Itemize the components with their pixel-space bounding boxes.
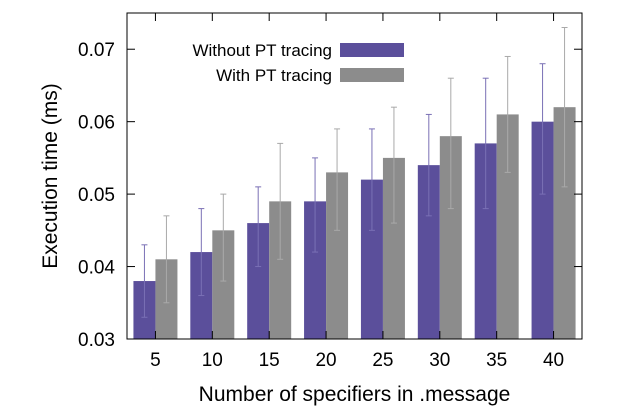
- bar-with-pt-30: [439, 136, 462, 339]
- x-axis-label: Number of specifiers in .message: [199, 383, 511, 406]
- x-tick-label: 5: [150, 350, 161, 371]
- x-tick-label: 35: [486, 350, 507, 371]
- x-tick-label: 40: [543, 350, 564, 371]
- plot-frame: [126, 12, 583, 340]
- bar-without-pt-15: [247, 223, 270, 339]
- bar-with-pt-35: [496, 114, 519, 339]
- y-tick-label: 0.07: [78, 40, 115, 61]
- legend-swatch-with-pt: [340, 68, 404, 82]
- legend-label-without-pt: Without PT tracing: [192, 41, 332, 60]
- bar-with-pt-15: [269, 201, 292, 339]
- x-tick-label: 25: [372, 350, 393, 371]
- y-tick-label: 0.06: [78, 113, 115, 134]
- bar-with-pt-40: [553, 107, 576, 339]
- y-tick-label: 0.04: [78, 258, 115, 279]
- y-tick-label: 0.05: [78, 185, 115, 206]
- legend: Without PT tracing With PT tracing: [192, 41, 404, 85]
- x-tick-label: 15: [259, 350, 280, 371]
- bar-with-pt-25: [382, 157, 405, 339]
- bar-with-pt-20: [326, 172, 349, 339]
- bar-without-pt-30: [417, 165, 440, 339]
- x-tick-label: 20: [315, 350, 336, 371]
- ticks-layer: 5 10 15 20 25 30 35 40 0.03 0.04 0.05 0.06 0.07: [78, 13, 582, 371]
- bar-without-pt-25: [360, 179, 383, 339]
- error-bars-layer: [141, 26, 568, 318]
- legend-swatch-without-pt: [340, 43, 404, 57]
- legend-label-with-pt: With PT tracing: [216, 66, 332, 85]
- y-tick-label: 0.03: [78, 330, 115, 351]
- y-axis-label: Execution time (ms): [39, 83, 62, 269]
- bar-without-pt-20: [304, 201, 327, 339]
- bars-layer: [133, 107, 576, 340]
- bar-without-pt-40: [531, 121, 554, 340]
- bar-with-pt-10: [212, 230, 235, 339]
- x-tick-label: 10: [202, 350, 223, 371]
- bar-without-pt-35: [474, 143, 497, 339]
- x-tick-label: 30: [429, 350, 450, 371]
